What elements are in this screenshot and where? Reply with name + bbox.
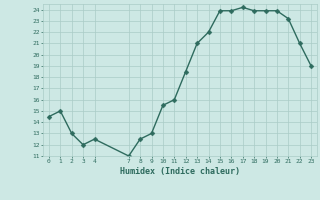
X-axis label: Humidex (Indice chaleur): Humidex (Indice chaleur) xyxy=(120,167,240,176)
